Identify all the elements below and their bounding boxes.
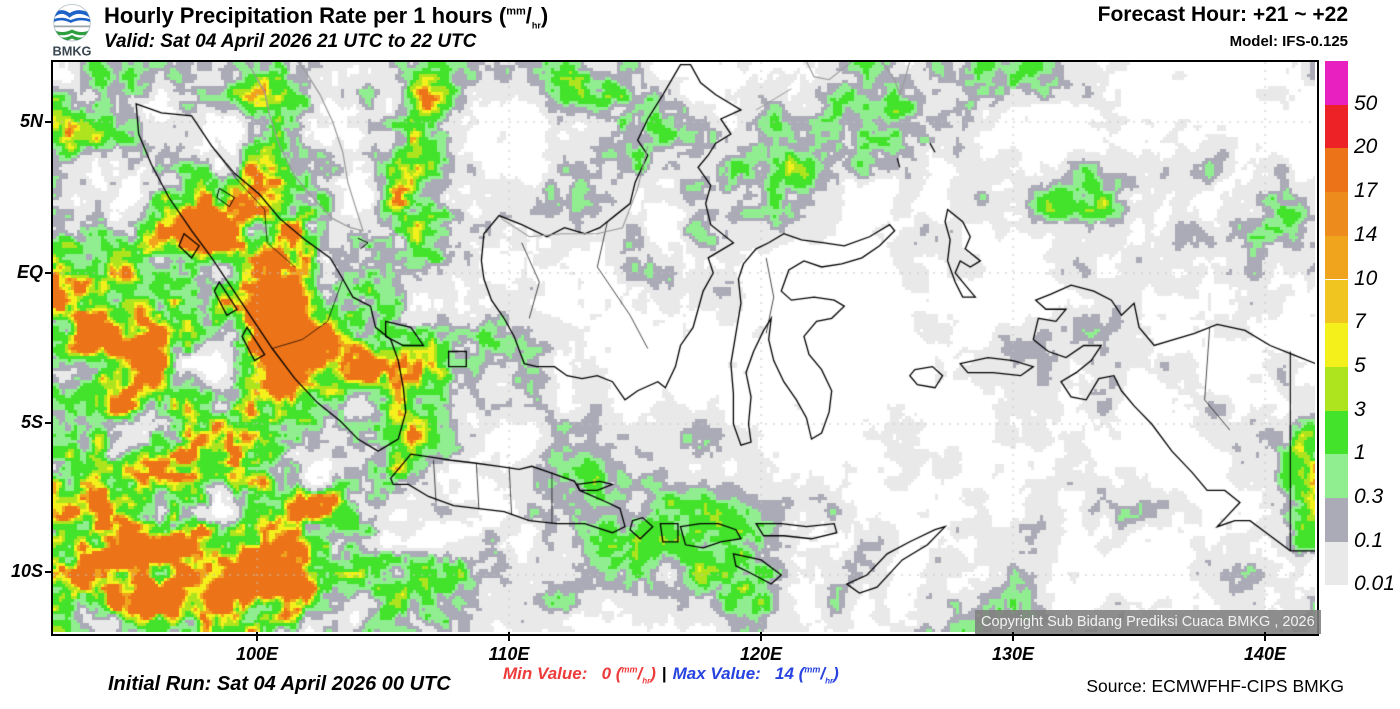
bmkg-logo: BMKG — [52, 3, 92, 58]
lat-tick — [45, 571, 53, 573]
model-label: Model: IFS-0.125 — [1229, 33, 1348, 50]
lon-label-120E: 120E — [739, 644, 783, 664]
map-frame: Copyright Sub Bidang Prediksi Cuaca BMKG… — [51, 60, 1321, 636]
legend-value-label: 5 — [1354, 353, 1366, 377]
legend-color-block — [1325, 498, 1348, 542]
legend-color-block — [1325, 410, 1348, 455]
lat-tick — [45, 422, 53, 424]
legend-color-block — [1325, 541, 1348, 586]
legend-value-label: 1 — [1354, 441, 1366, 465]
bmkg-logo-text: BMKG — [52, 44, 91, 58]
legend-color-block — [1325, 279, 1348, 324]
page-title: Hourly Precipitation Rate per 1 hours (m… — [104, 3, 549, 31]
min-value-label: Min Value: 0 (mm/hr) — [503, 664, 656, 686]
lat-label-EQ: EQ — [16, 262, 43, 282]
legend-value-label: 0.1 — [1354, 528, 1384, 552]
lon-label-130E: 130E — [991, 644, 1035, 664]
lon-tick — [256, 632, 258, 641]
legend-color-block — [1325, 61, 1348, 105]
legend-value-label: 3 — [1354, 397, 1366, 421]
copyright-watermark: Copyright Sub Bidang Prediksi Cuaca BMKG… — [975, 610, 1321, 634]
legend-color-block — [1325, 454, 1348, 498]
legend-color-block — [1325, 104, 1348, 149]
lat-label-5S: 5S — [20, 412, 43, 432]
legend-value-label: 0.01 — [1354, 572, 1395, 596]
legend-color-block — [1325, 366, 1348, 411]
legend-color-block — [1325, 323, 1348, 367]
legend-color-block — [1325, 148, 1348, 193]
legend-color-block — [1325, 235, 1348, 280]
lon-tick — [760, 632, 762, 641]
legend-value-label: 10 — [1354, 266, 1378, 290]
legend-value-label: 7 — [1354, 310, 1366, 334]
lon-tick — [508, 632, 510, 641]
lat-label-5N: 5N — [19, 111, 43, 131]
lon-tick — [1012, 632, 1014, 641]
lon-tick — [1264, 632, 1266, 641]
precipitation-map-canvas — [53, 62, 1315, 632]
minmax-separator: | — [661, 664, 667, 683]
legend-value-label: 20 — [1354, 135, 1378, 159]
initial-run-label: Initial Run: Sat 04 April 2026 00 UTC — [108, 673, 451, 695]
legend-value-label: 50 — [1354, 91, 1378, 115]
lat-tick — [45, 121, 53, 123]
precipitation-legend: 50 20 17 14 10 7 5 3 1 0.3 0.1 0.01 — [1325, 61, 1400, 601]
lon-label-140E: 140E — [1243, 644, 1287, 664]
legend-value-label: 0.3 — [1354, 485, 1384, 508]
max-value-label: Max Value: 14 (mm/hr) — [672, 664, 839, 686]
minmax-values: Min Value: 0 (mm/hr) | Max Value: 14 (mm/h… — [503, 664, 839, 685]
forecast-hour-label: Forecast Hour: +21 ~ +22 — [1097, 3, 1348, 26]
legend-value-label: 17 — [1354, 179, 1378, 203]
source-label: Source: ECMWFHF-CIPS BMKG — [1086, 676, 1344, 696]
lat-tick — [45, 272, 53, 274]
valid-time-label: Valid: Sat 04 April 2026 21 UTC to 22 UT… — [104, 31, 477, 52]
lon-label-100E: 100E — [235, 644, 279, 664]
lat-label-10S: 10S — [10, 561, 43, 581]
lon-label-110E: 110E — [488, 644, 530, 664]
legend-value-label: 14 — [1354, 222, 1378, 246]
legend-color-block — [1325, 192, 1348, 236]
